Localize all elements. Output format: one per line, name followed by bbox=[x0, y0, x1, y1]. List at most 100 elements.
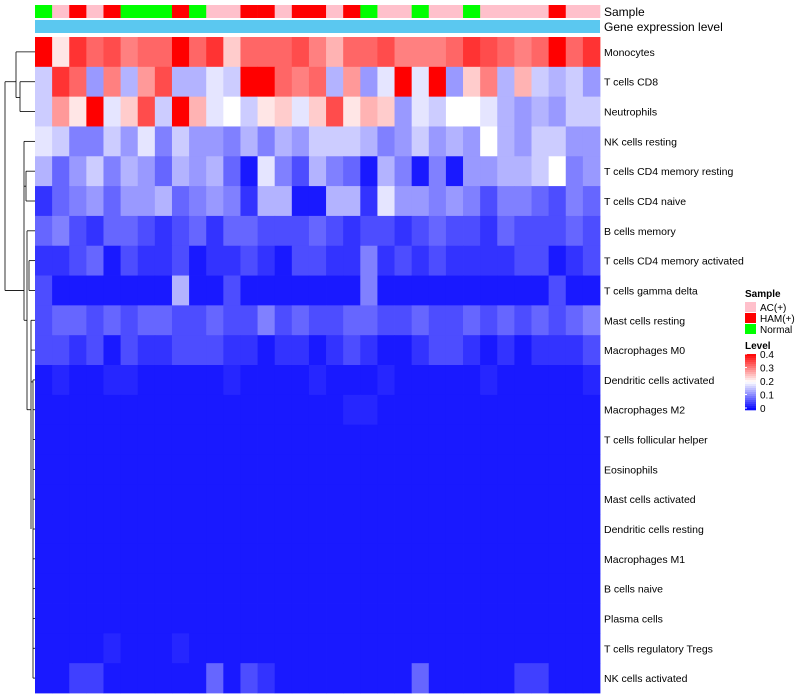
heatmap-cell bbox=[308, 454, 327, 485]
heatmap-cell bbox=[291, 514, 310, 545]
heatmap-cell bbox=[463, 633, 481, 664]
heatmap-cell bbox=[428, 603, 447, 634]
heatmap-cell bbox=[445, 37, 464, 68]
heatmap-cell bbox=[514, 543, 532, 575]
heatmap-cell bbox=[463, 484, 481, 515]
heatmap-cell bbox=[171, 514, 190, 545]
heatmap-cell bbox=[343, 633, 361, 664]
sample-legend-label: AC(+) bbox=[760, 303, 786, 314]
heatmap-cell bbox=[240, 454, 258, 485]
heatmap-cell bbox=[35, 454, 53, 485]
heatmap-cell bbox=[411, 245, 430, 276]
heatmap-cell bbox=[223, 37, 241, 68]
heatmap-cell bbox=[377, 484, 395, 515]
heatmap-cell bbox=[137, 96, 156, 127]
heatmap-cell bbox=[394, 573, 413, 604]
row-label: B cells memory bbox=[604, 226, 677, 238]
heatmap-cell bbox=[240, 484, 258, 515]
heatmap-cell bbox=[548, 305, 567, 336]
heatmap-cell bbox=[240, 335, 258, 366]
heatmap-cell bbox=[565, 305, 584, 336]
sample-annotation-cell bbox=[394, 5, 412, 18]
heatmap-cell bbox=[411, 484, 430, 515]
heatmap-cell bbox=[565, 126, 584, 157]
heatmap-cell bbox=[120, 424, 139, 455]
heatmap-cell bbox=[223, 335, 241, 366]
heatmap-cell bbox=[582, 603, 601, 634]
heatmap-cell bbox=[582, 543, 601, 575]
row-label: Monocytes bbox=[604, 47, 655, 59]
heatmap-cell bbox=[411, 275, 430, 306]
heatmap-cell bbox=[514, 215, 532, 247]
heatmap-cell bbox=[326, 514, 344, 545]
heatmap-cell bbox=[240, 543, 258, 575]
level-legend-gradient-step bbox=[745, 394, 756, 397]
heatmap-cell bbox=[394, 96, 413, 127]
heatmap-cell bbox=[257, 66, 276, 98]
heatmap-cell bbox=[86, 186, 104, 217]
level-legend-title: Level bbox=[745, 341, 771, 352]
heatmap-cell bbox=[189, 365, 207, 396]
heatmap-cell bbox=[377, 424, 395, 455]
heatmap-cell bbox=[514, 37, 532, 68]
heatmap-cell bbox=[445, 484, 464, 515]
row-label: NK cells resting bbox=[604, 136, 677, 148]
heatmap-cell bbox=[120, 394, 139, 426]
heatmap-cell bbox=[274, 37, 293, 68]
sample-legend-label: Normal bbox=[760, 325, 792, 336]
heatmap-cell bbox=[154, 186, 173, 217]
heatmap-cell bbox=[223, 484, 241, 515]
heatmap-cell bbox=[223, 186, 241, 217]
heatmap-cell bbox=[531, 394, 550, 426]
heatmap-cell bbox=[52, 37, 70, 68]
sample-annotation-cell bbox=[326, 5, 344, 18]
heatmap-cell bbox=[428, 305, 447, 336]
heatmap-cell bbox=[291, 245, 310, 276]
heatmap-cell bbox=[531, 514, 550, 545]
heatmap-cell bbox=[463, 543, 481, 575]
heatmap-cell bbox=[582, 454, 601, 485]
heatmap-cell bbox=[343, 305, 361, 336]
heatmap-cell bbox=[223, 424, 241, 455]
heatmap-cell bbox=[257, 335, 276, 366]
heatmap-cell bbox=[120, 454, 139, 485]
heatmap-cell bbox=[480, 156, 498, 187]
row-label: Dendritic cells activated bbox=[604, 375, 714, 387]
heatmap-cell bbox=[291, 484, 310, 515]
heatmap-cell bbox=[274, 66, 293, 98]
heatmap-cell bbox=[69, 573, 87, 604]
heatmap-cell bbox=[274, 633, 293, 664]
heatmap-cell bbox=[206, 335, 224, 366]
heatmap-cell bbox=[428, 424, 447, 455]
heatmap-cell bbox=[223, 663, 241, 694]
heatmap-cell bbox=[394, 37, 413, 68]
heatmap-cell bbox=[565, 424, 584, 455]
sample-annotation-cell bbox=[480, 5, 498, 18]
heatmap-cell bbox=[480, 394, 498, 426]
heatmap-cell bbox=[137, 573, 156, 604]
heatmap-cell bbox=[565, 633, 584, 664]
heatmap-cell bbox=[497, 394, 515, 426]
heatmap-cell bbox=[531, 633, 550, 664]
heatmap-cell bbox=[377, 37, 395, 68]
sample-annotation-cell bbox=[86, 5, 104, 18]
level-legend-gradient-step bbox=[745, 362, 756, 365]
heatmap-cell bbox=[154, 335, 173, 366]
heatmap-cell bbox=[463, 37, 481, 68]
heatmap-cell bbox=[154, 365, 173, 396]
heatmap-cell bbox=[411, 66, 430, 98]
heatmap-cell bbox=[274, 126, 293, 157]
heatmap-cell bbox=[257, 424, 276, 455]
heatmap-cell bbox=[274, 305, 293, 336]
heatmap-cell bbox=[343, 454, 361, 485]
heatmap-cell bbox=[343, 484, 361, 515]
heatmap-cell bbox=[206, 305, 224, 336]
heatmap-cell bbox=[206, 186, 224, 217]
heatmap-cell bbox=[463, 186, 481, 217]
heatmap-cell bbox=[86, 633, 104, 664]
heatmap-cell bbox=[411, 37, 430, 68]
heatmap-cell bbox=[411, 573, 430, 604]
heatmap-cell bbox=[565, 96, 584, 127]
heatmap-cell bbox=[428, 633, 447, 664]
